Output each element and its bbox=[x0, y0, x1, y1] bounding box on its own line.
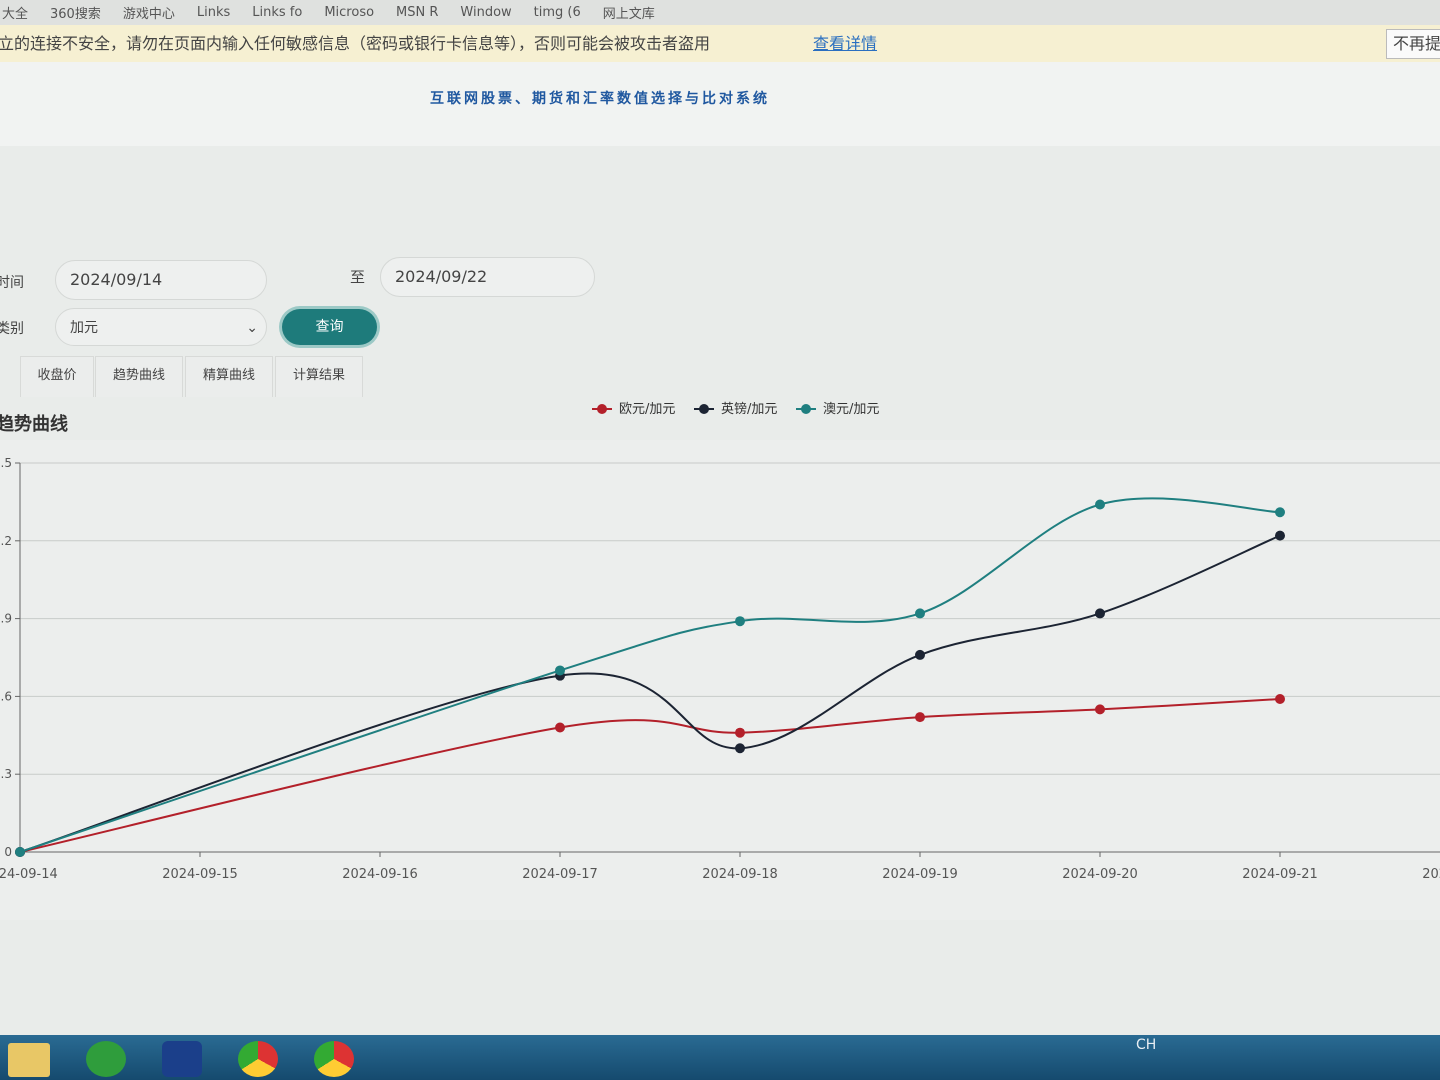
chrome-icon[interactable] bbox=[314, 1041, 354, 1077]
bookmark[interactable]: 360搜索 bbox=[50, 7, 101, 22]
x-tick-label: 2024-09-15 bbox=[162, 867, 238, 882]
x-tick-label: 2024-09-22 bbox=[1422, 867, 1440, 882]
bookmark[interactable]: Microso bbox=[324, 5, 375, 20]
ie-icon[interactable] bbox=[86, 1041, 126, 1077]
y-tick-label: 0.6 bbox=[0, 689, 12, 703]
plot-background bbox=[0, 440, 1440, 920]
folder-icon[interactable] bbox=[8, 1043, 50, 1077]
x-tick-label: 2024-09-14 bbox=[0, 867, 58, 882]
x-tick-label: 2024-09-20 bbox=[1062, 867, 1138, 882]
data-point bbox=[555, 665, 565, 676]
data-point bbox=[1275, 693, 1285, 704]
y-tick-label: 1.2 bbox=[0, 534, 12, 548]
bookmarks-bar: 大全 360搜索 游戏中心 Links Links fo Microso MSN R Wind… bbox=[0, 0, 1440, 25]
data-point bbox=[1275, 530, 1285, 541]
query-button[interactable]: 查询 bbox=[282, 309, 377, 345]
data-point bbox=[1275, 507, 1285, 518]
to-label: 至 bbox=[350, 268, 366, 286]
tab[interactable]: 趋势曲线 bbox=[95, 356, 183, 397]
data-point bbox=[915, 712, 925, 723]
x-tick-label: 2024-09-19 bbox=[882, 867, 958, 882]
category-value: 加元 bbox=[70, 320, 98, 336]
x-tick-label: 2024-09-16 bbox=[342, 867, 418, 882]
legend-marker bbox=[597, 404, 607, 414]
y-tick-label: 0.3 bbox=[0, 767, 12, 781]
language-indicator[interactable]: CH bbox=[1136, 1037, 1157, 1053]
bookmark[interactable]: Links bbox=[196, 5, 231, 20]
bookmark[interactable]: MSN R bbox=[396, 5, 439, 20]
y-tick-label: 0.9 bbox=[0, 612, 12, 626]
warning-bar: 建立的连接不安全，请勿在页面内输入任何敏感信息（密码或银行卡信息等），否则可能会… bbox=[0, 25, 1440, 62]
tab[interactable]: 收盘价 bbox=[20, 356, 94, 397]
bookmark[interactable]: 大全 bbox=[2, 7, 29, 22]
category-select[interactable]: 加元 ⌄ bbox=[55, 308, 267, 346]
y-tick-label: 0 bbox=[4, 845, 12, 859]
data-point bbox=[555, 722, 565, 733]
data-point bbox=[915, 649, 925, 660]
data-point bbox=[915, 608, 925, 619]
data-point bbox=[1095, 704, 1105, 715]
x-tick-label: 2024-09-17 bbox=[522, 867, 598, 882]
data-point bbox=[735, 727, 745, 738]
chart-title: 趋势曲线 bbox=[0, 414, 68, 435]
legend-label: 英镑/加元 bbox=[721, 401, 777, 417]
data-point bbox=[1095, 608, 1105, 619]
bookmark[interactable]: Window bbox=[460, 5, 512, 20]
dropdown-arrow: ⌄ bbox=[246, 320, 258, 336]
data-point bbox=[15, 847, 25, 857]
start-date-input[interactable]: 2024/09/14 bbox=[55, 260, 267, 300]
tab[interactable]: 精算曲线 bbox=[185, 356, 273, 397]
legend-marker bbox=[801, 404, 811, 414]
warning-text: 建立的连接不安全，请勿在页面内输入任何敏感信息（密码或银行卡信息等），否则可能会… bbox=[0, 34, 711, 53]
data-point bbox=[1095, 499, 1105, 510]
data-point bbox=[735, 616, 745, 627]
end-date-input[interactable]: 2024/09/22 bbox=[380, 257, 595, 297]
header: 互联网股票、期货和汇率数值选择与比对系统 bbox=[0, 62, 1440, 146]
x-tick-label: 2024-09-18 bbox=[702, 867, 778, 882]
y-tick-label: 1.5 bbox=[0, 456, 12, 470]
chart: 0 0.3 0.6 0.9 1.2 1.5 2024-09-14 2024-09-15 2024… bbox=[0, 401, 1440, 920]
legend-label: 欧元/加元 bbox=[619, 402, 675, 417]
taskbar: CH bbox=[0, 1035, 1440, 1080]
x-tick-label: 2024-09-21 bbox=[1242, 867, 1318, 882]
page-title: 互联网股票、期货和汇率数值选择与比对系统 bbox=[430, 91, 770, 107]
chrome-icon[interactable] bbox=[238, 1041, 278, 1077]
legend-marker bbox=[699, 404, 709, 414]
time-label: 选择时间 bbox=[0, 275, 24, 291]
legend-label: 澳元/加元 bbox=[823, 401, 879, 417]
warning-link[interactable]: 查看详情 bbox=[813, 34, 878, 53]
bookmark[interactable]: 游戏中心 bbox=[122, 7, 175, 22]
category-label: 选择类别 bbox=[0, 321, 24, 337]
bookmark[interactable]: timg (6 bbox=[533, 5, 581, 20]
dismiss-button[interactable]: 不再提示 bbox=[1386, 29, 1440, 59]
data-point bbox=[735, 743, 745, 754]
flash-icon[interactable] bbox=[162, 1041, 202, 1077]
bookmark[interactable]: Links fo bbox=[252, 5, 303, 20]
tab[interactable]: 计算结果 bbox=[275, 356, 363, 397]
bookmark[interactable]: 网上文库 bbox=[602, 7, 655, 22]
